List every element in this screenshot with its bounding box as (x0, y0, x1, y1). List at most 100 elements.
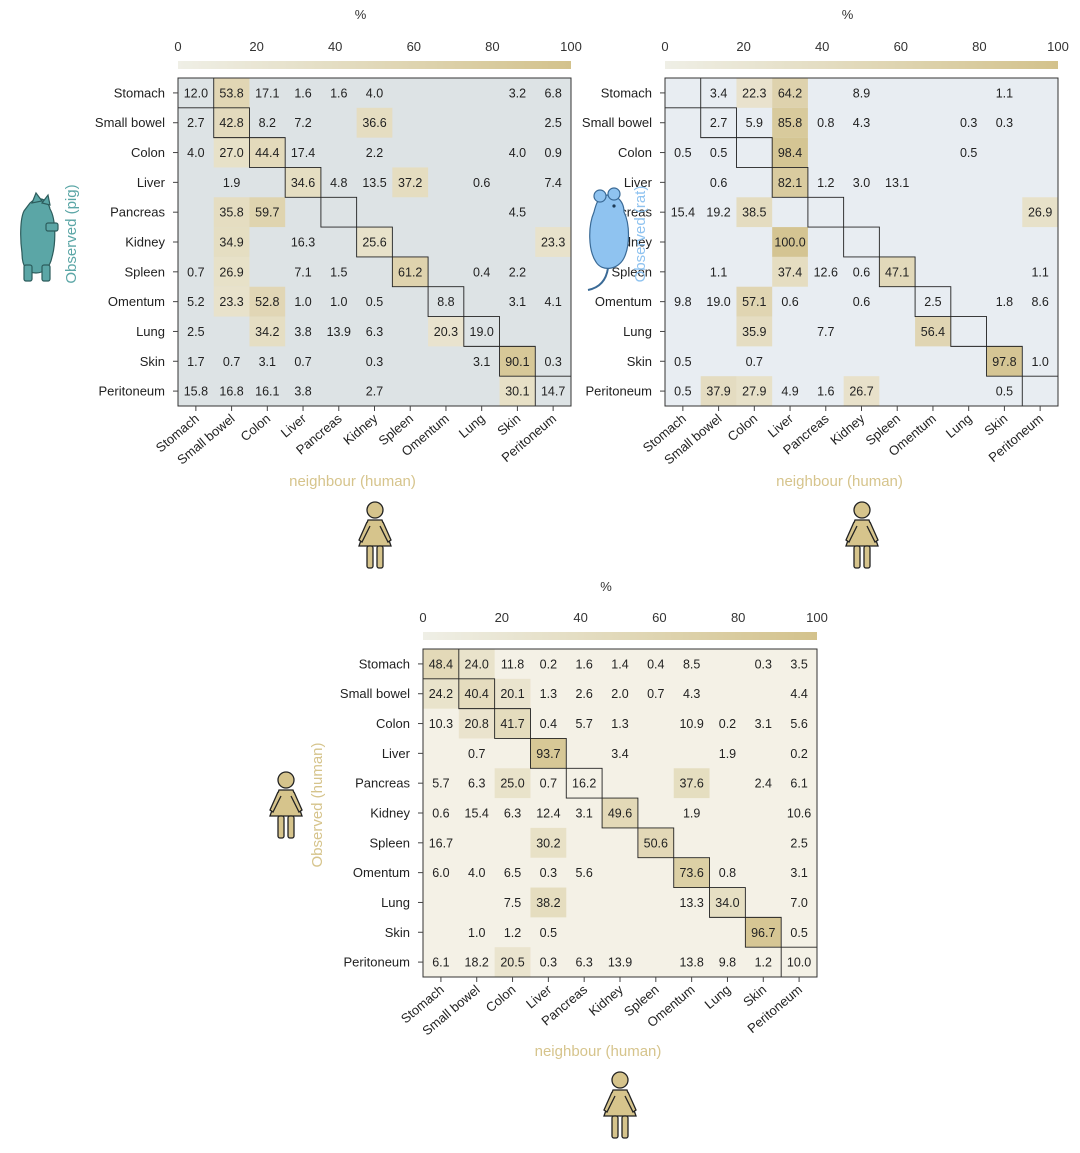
heatmap-cell-value: 2.5 (544, 116, 561, 130)
heatmap-cell-fill (213, 78, 250, 108)
heatmap-cell-value: 1.0 (468, 926, 485, 940)
colorbar-tick: 60 (894, 39, 908, 54)
heatmap-cell-value: 4.3 (853, 116, 870, 130)
heatmap-cell-value: 1.2 (504, 926, 521, 940)
heatmap-cell-value: 59.7 (255, 206, 279, 220)
heatmap-cell-value: 8.9 (853, 86, 870, 100)
heatmap-cell-value: 7.5 (504, 896, 521, 910)
heatmap-cell-fill (494, 768, 531, 799)
heatmap-cell-value: 10.9 (679, 717, 703, 731)
heatmap-cell-fill (213, 227, 250, 257)
heatmap-cell-fill (494, 678, 531, 709)
column-label: Kidney (827, 410, 867, 447)
heatmap-cell-value: 100.0 (774, 236, 805, 250)
heatmap-cell-value: 1.3 (611, 717, 628, 731)
heatmap-cell-value: 1.6 (330, 86, 347, 100)
heatmap-cell-value: 6.1 (790, 777, 807, 791)
heatmap-cell-value: 96.7 (751, 926, 775, 940)
heatmap-cell-value: 15.4 (671, 206, 695, 220)
heatmap-cell-value: 2.5 (790, 836, 807, 850)
heatmap-cell-value: 44.4 (255, 146, 279, 160)
heatmap-cell-value: 2.2 (366, 146, 383, 160)
heatmap-cell-value: 3.1 (473, 355, 490, 369)
heatmap-cell-value: 48.4 (429, 657, 453, 671)
heatmap-cell-value: 26.7 (849, 385, 873, 399)
heatmap-cell-value: 0.5 (960, 146, 977, 160)
heatmap-cell-value: 23.3 (219, 295, 243, 309)
heatmap-cell-value: 35.9 (742, 325, 766, 339)
heatmap-cell-value: 53.8 (219, 86, 243, 100)
heatmap-cell-value: 1.8 (996, 295, 1013, 309)
heatmap-cell-value: 7.0 (790, 896, 807, 910)
colorbar-gradient (178, 61, 571, 69)
heatmap-cell-fill (772, 137, 808, 168)
heatmap-cell-value: 13.5 (362, 176, 386, 190)
heatmap-cell-value: 19.2 (706, 206, 730, 220)
row-label: Liver (382, 746, 411, 761)
heatmap-cell-value: 61.2 (398, 265, 422, 279)
heatmap-cell-value: 40.4 (465, 687, 489, 701)
heatmap-cell-value: 1.9 (683, 807, 700, 821)
heatmap-cell-value: 3.1 (509, 295, 526, 309)
colorbar-tick: 0 (661, 39, 668, 54)
rat-icon (587, 187, 630, 291)
heatmap-cell-value: 24.2 (429, 687, 453, 701)
heatmap-cell-value: 0.5 (674, 355, 691, 369)
heatmap-cell-fill (499, 346, 536, 377)
heatmap-cell-value: 0.2 (790, 747, 807, 761)
heatmap-cell-value: 13.9 (608, 956, 632, 970)
heatmap-cell-value: 5.7 (575, 717, 592, 731)
heatmap-cell-value: 2.7 (710, 116, 727, 130)
heatmap-cell-value: 38.5 (742, 206, 766, 220)
heatmap-cell-value: 6.3 (504, 807, 521, 821)
heatmap-cell-value: 1.5 (330, 265, 347, 279)
heatmap-cell-value: 2.7 (366, 385, 383, 399)
heatmap-cell-value: 73.6 (679, 866, 703, 880)
heatmap-cell-fill (213, 107, 250, 138)
heatmap-cell-value: 2.5 (187, 325, 204, 339)
heatmap-cell-value: 3.1 (755, 717, 772, 731)
colorbar-gradient (665, 61, 1058, 69)
heatmap-cell-value: 8.5 (683, 657, 700, 671)
heatmap-cell-value: 5.6 (790, 717, 807, 731)
row-label: Kidney (125, 235, 165, 250)
heatmap-cell-value: 35.8 (219, 206, 243, 220)
heatmap-cell-value: 26.9 (219, 265, 243, 279)
row-label: Spleen (612, 264, 652, 279)
heatmap-cell-value: 4.8 (330, 176, 347, 190)
heatmap-cell-value: 15.8 (184, 385, 208, 399)
heatmap-cell-value: 57.1 (742, 295, 766, 309)
heatmap-cell-value: 2.6 (575, 687, 592, 701)
column-label: Skin (740, 982, 769, 1010)
heatmap-cell-value: 1.1 (996, 86, 1013, 100)
heatmap-cell-value: 0.7 (223, 355, 240, 369)
colorbar-label: % (355, 7, 367, 22)
row-label: Small bowel (340, 686, 410, 701)
heatmap-cell-fill (530, 827, 567, 858)
heatmap-cell-value: 24.0 (465, 657, 489, 671)
heatmap-cell-fill (458, 678, 495, 709)
heatmap-cell-value: 97.8 (992, 355, 1016, 369)
heatmap-cell-value: 1.9 (223, 176, 240, 190)
heatmap-cell-fill (772, 107, 808, 138)
x-axis-title: neighbour (human) (289, 473, 416, 490)
heatmap-cell-fill (772, 256, 808, 287)
column-label: Lung (943, 411, 975, 441)
heatmap-cell-value: 93.7 (536, 747, 560, 761)
heatmap-cell-value: 1.6 (817, 385, 834, 399)
heatmap-cell-value: 0.6 (473, 176, 490, 190)
colorbar-tick: 20 (495, 610, 509, 625)
heatmap-cell-fill (213, 286, 250, 317)
row-label: Skin (627, 354, 652, 369)
heatmap-cell-value: 1.1 (1031, 265, 1048, 279)
heatmap-cell-fill (423, 678, 459, 709)
heatmap-cell-value: 4.9 (781, 385, 798, 399)
heatmap-cell-value: 8.6 (1031, 295, 1048, 309)
heatmap-cell-fill (736, 376, 773, 406)
column-label: Colon (725, 411, 761, 444)
heatmap-cell-value: 22.3 (742, 86, 766, 100)
heatmap-cell-value: 5.2 (187, 295, 204, 309)
heatmap-cell-fill (213, 256, 250, 287)
heatmap-cell-value: 2.4 (755, 777, 772, 791)
heatmap-cell-value: 64.2 (778, 86, 802, 100)
